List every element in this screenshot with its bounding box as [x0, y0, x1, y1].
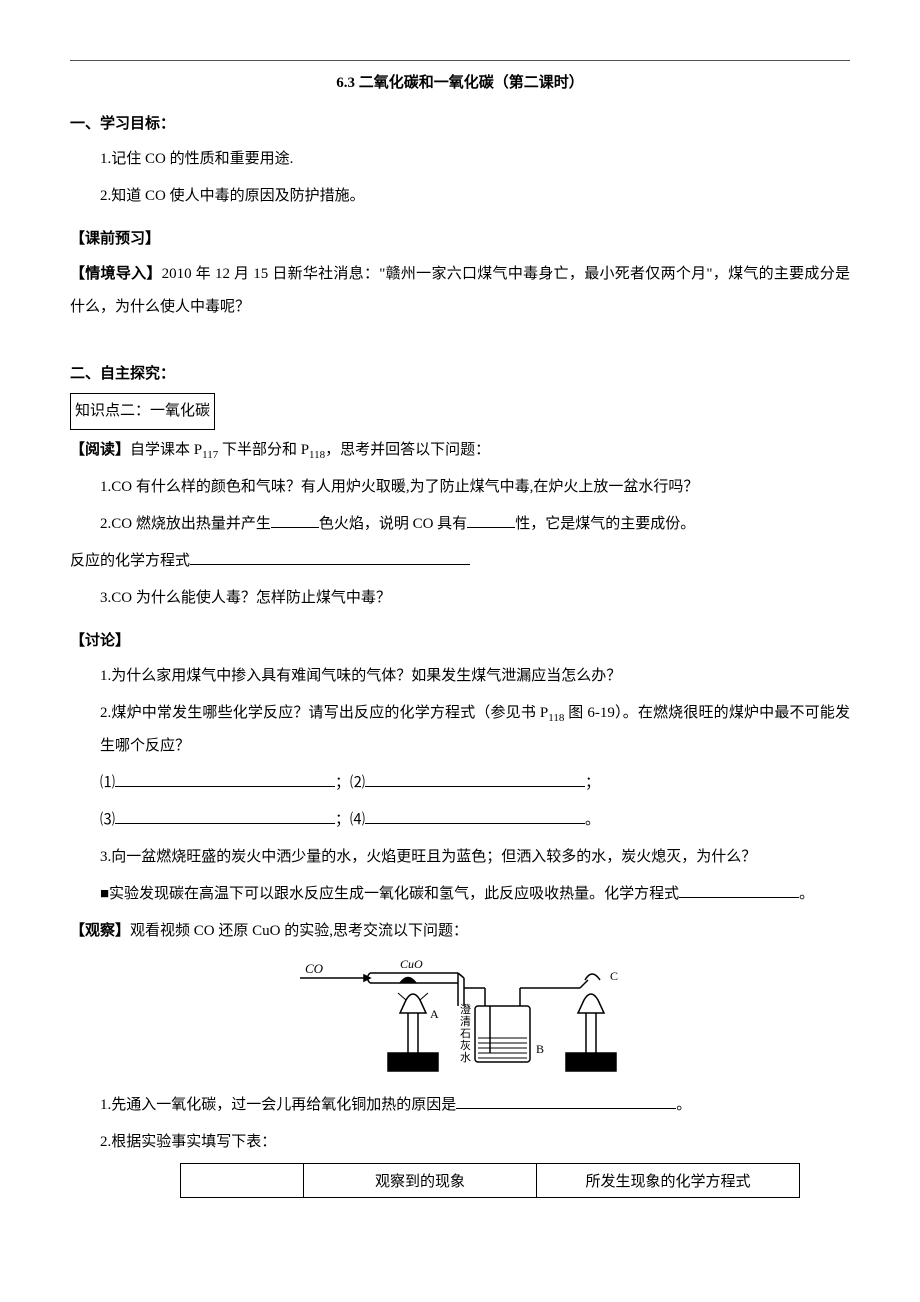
d2-sub: 118	[548, 712, 564, 724]
goal-2: 2.知道 CO 使人中毒的原因及防护措施。	[70, 180, 850, 213]
observe-paragraph: 【观察】观看视频 CO 还原 CuO 的实验,思考交流以下问题：	[70, 915, 850, 948]
table-cell-equation: 所发生现象的化学方程式	[537, 1164, 800, 1198]
obs1-end: 。	[676, 1097, 691, 1113]
blank-note-eq	[679, 882, 799, 898]
q2-part-c: 性，它是煤气的主要成份。	[515, 516, 695, 532]
obs1-a: 1.先通入一氧化碳，过一会儿再给氧化铜加热的原因是	[100, 1097, 456, 1113]
equation-row-1: ⑴ ；⑵ ；	[70, 767, 850, 800]
b-label: B	[536, 1042, 544, 1056]
blank-eq-4	[365, 808, 585, 824]
c-label: C	[610, 969, 618, 983]
blank-obs1	[456, 1093, 676, 1109]
discuss-1: 1.为什么家用煤气中掺入具有难闻气味的气体？如果发生煤气泄漏应当怎么办？	[70, 660, 850, 693]
read-prefix: 自学课本 P	[130, 442, 202, 458]
table-cell-empty	[181, 1164, 304, 1198]
note-body: ■实验发现碳在高温下可以跟水反应生成一氧化碳和氢气，此反应吸收热量。化学方程式	[100, 886, 679, 902]
question-3: 3.CO 为什么能使人毒？怎样防止煤气中毒？	[70, 582, 850, 615]
goal-1: 1.记住 CO 的性质和重要用途.	[70, 143, 850, 176]
blank-property	[467, 512, 515, 528]
eq-end-2: ；	[585, 775, 600, 791]
read-mid: 下半部分和 P	[218, 442, 309, 458]
table-cell-phenomenon: 观察到的现象	[304, 1164, 537, 1198]
observe-body: 观看视频 CO 还原 CuO 的实验,思考交流以下问题：	[130, 923, 468, 939]
q2-part-b: 色火焰，说明 CO 具有	[319, 516, 467, 532]
observe-q1: 1.先通入一氧化碳，过一会儿再给氧化铜加热的原因是 。	[70, 1089, 850, 1122]
observe-head: 【观察】	[70, 923, 130, 939]
d2-part-a: 2.煤炉中常发生哪些化学反应？请写出反应的化学方程式（参见书 P	[100, 705, 548, 721]
read-suffix: ，思考并回答以下问题：	[325, 442, 490, 458]
discuss-3: 3.向一盆燃烧旺盛的炭火中洒少量的水，火焰更旺且为蓝色；但洒入较多的水，炭火熄灭…	[70, 841, 850, 874]
preclass-heading: 【课前预习】	[70, 227, 850, 248]
observation-table: 观察到的现象 所发生现象的化学方程式	[180, 1163, 800, 1198]
blank-eq-main	[190, 549, 470, 565]
reading-paragraph: 【阅读】自学课本 P117 下半部分和 P118，思考并回答以下问题：	[70, 434, 850, 467]
page-title: 6.3 二氧化碳和一氧化碳（第二课时）	[70, 71, 850, 92]
apparatus-figure: CO CuO A	[70, 958, 850, 1083]
equation-row-2: ⑶ ；⑷ 。	[70, 804, 850, 837]
observe-q2: 2.根据实验事实填写下表：	[70, 1126, 850, 1159]
section-1-heading: 一、学习目标：	[70, 112, 850, 133]
knowledge-point-box: 知识点二：一氧化碳	[70, 393, 215, 430]
eq-paren-2: ；⑵	[335, 775, 365, 791]
q2-eq-label: 反应的化学方程式	[70, 553, 190, 569]
discuss-2: 2.煤炉中常发生哪些化学反应？请写出反应的化学方程式（参见书 P118 图 6-…	[70, 697, 850, 763]
blank-eq-1	[115, 771, 335, 787]
read-sub-2: 118	[309, 449, 325, 461]
cuo-label: CuO	[400, 958, 423, 971]
table-row: 观察到的现象 所发生现象的化学方程式	[181, 1164, 800, 1198]
discuss-note: ■实验发现碳在高温下可以跟水反应生成一氧化碳和氢气，此反应吸收热量。化学方程式 。	[70, 878, 850, 911]
read-sub-1: 117	[202, 449, 218, 461]
discuss-heading: 【讨论】	[70, 629, 850, 650]
co-label: CO	[305, 961, 324, 976]
lime-label: 澄 清 石 灰 水	[460, 1002, 474, 1064]
question-1: 1.CO 有什么样的颜色和气味？有人用炉火取暖,为了防止煤气中毒,在炉火上放一盆…	[70, 471, 850, 504]
question-2-line2: 反应的化学方程式	[70, 545, 850, 578]
eq-paren-1: ⑴	[100, 775, 115, 791]
question-2-line1: 2.CO 燃烧放出热量并产生 色火焰，说明 CO 具有 性，它是煤气的主要成份。	[70, 508, 850, 541]
blank-color	[271, 512, 319, 528]
context-paragraph: 【情境导入】2010 年 12 月 15 日新华社消息："赣州一家六口煤气中毒身…	[70, 258, 850, 324]
blank-eq-3	[115, 808, 335, 824]
section-2-heading: 二、自主探究：	[70, 362, 850, 383]
eq-end-4: 。	[585, 812, 600, 828]
a-label: A	[430, 1007, 439, 1021]
eq-paren-3: ⑶	[100, 812, 115, 828]
eq-paren-4: ；⑷	[335, 812, 365, 828]
knowledge-point-line: 知识点二：一氧化碳	[70, 393, 850, 430]
blank-eq-2	[365, 771, 585, 787]
note-end: 。	[799, 886, 814, 902]
top-rule	[70, 60, 850, 61]
q2-part-a: 2.CO 燃烧放出热量并产生	[100, 516, 271, 532]
context-body: 2010 年 12 月 15 日新华社消息："赣州一家六口煤气中毒身亡，最小死者…	[70, 266, 850, 315]
context-head: 【情境导入】	[70, 266, 162, 282]
read-head: 【阅读】	[70, 442, 130, 458]
